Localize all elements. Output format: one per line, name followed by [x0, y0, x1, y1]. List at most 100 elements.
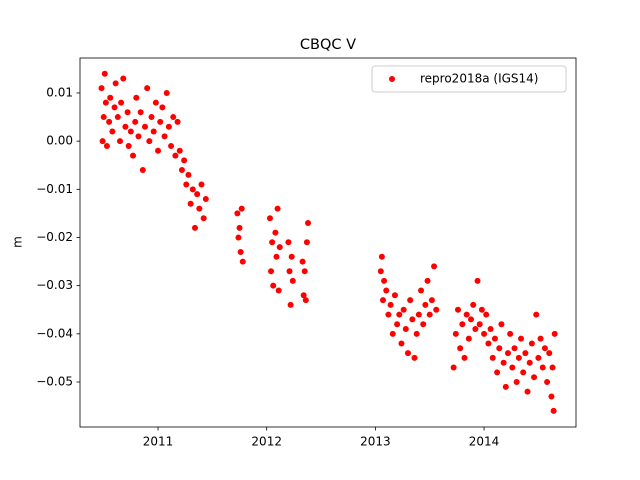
point: [549, 364, 556, 371]
point: [236, 224, 243, 231]
point: [239, 258, 246, 265]
point: [391, 292, 398, 299]
point: [187, 200, 194, 207]
point: [141, 123, 148, 130]
point: [426, 311, 433, 318]
x-tick-label: 2013: [360, 435, 391, 449]
point: [387, 301, 394, 308]
point: [152, 99, 159, 106]
point: [276, 244, 283, 251]
legend-marker: [389, 76, 395, 82]
point: [135, 133, 142, 140]
point: [398, 340, 405, 347]
point: [302, 297, 309, 304]
point: [178, 167, 185, 174]
point: [118, 99, 125, 106]
point: [383, 287, 390, 294]
point: [431, 263, 438, 270]
point: [194, 191, 201, 198]
point: [234, 210, 241, 217]
point: [155, 147, 162, 154]
point: [533, 311, 540, 318]
point: [396, 311, 403, 318]
point: [287, 301, 294, 308]
point: [418, 287, 425, 294]
point: [157, 118, 164, 125]
point: [474, 277, 481, 284]
point: [198, 181, 205, 188]
point: [116, 138, 123, 145]
point: [515, 354, 522, 361]
chart-title: CBQC V: [300, 37, 356, 53]
point: [130, 152, 137, 159]
y-tick-label: 0.01: [46, 85, 73, 99]
point: [459, 321, 466, 328]
point: [300, 292, 307, 299]
point: [139, 167, 146, 174]
point: [183, 181, 190, 188]
point: [269, 239, 276, 246]
point: [509, 364, 516, 371]
point: [98, 85, 105, 92]
point: [176, 147, 183, 154]
point: [127, 128, 134, 135]
point: [433, 306, 440, 313]
point: [470, 301, 477, 308]
point: [266, 215, 273, 222]
point: [491, 335, 498, 342]
point: [107, 94, 114, 101]
point: [461, 354, 468, 361]
point: [235, 234, 242, 241]
point: [526, 359, 533, 366]
point: [546, 350, 553, 357]
point: [100, 114, 107, 121]
point: [483, 311, 490, 318]
point: [185, 171, 192, 178]
point: [109, 128, 116, 135]
point: [163, 89, 170, 96]
point: [165, 123, 172, 130]
point: [377, 268, 384, 275]
point: [270, 282, 277, 289]
point: [161, 133, 168, 140]
point: [535, 354, 542, 361]
point: [288, 253, 295, 260]
plot-frame: [79, 57, 577, 428]
point: [273, 253, 280, 260]
point: [114, 114, 121, 121]
point: [531, 374, 538, 381]
point: [102, 99, 109, 106]
point: [301, 268, 308, 275]
point: [200, 215, 207, 222]
point: [286, 268, 293, 275]
point: [181, 157, 188, 164]
point: [385, 311, 392, 318]
point: [191, 224, 198, 231]
point: [174, 118, 181, 125]
point: [454, 306, 461, 313]
y-tick-label: −0.04: [36, 326, 73, 340]
point: [524, 388, 531, 395]
y-tick-label: −0.05: [36, 375, 73, 389]
point: [125, 142, 132, 149]
point: [170, 114, 177, 121]
point: [428, 297, 435, 304]
point: [144, 85, 151, 92]
point: [148, 114, 155, 121]
point: [481, 330, 488, 337]
point: [150, 128, 157, 135]
point: [489, 354, 496, 361]
point: [189, 186, 196, 193]
point: [502, 383, 509, 390]
point: [238, 205, 245, 212]
point: [485, 340, 492, 347]
point: [528, 340, 535, 347]
point: [500, 359, 507, 366]
y-tick-label: 0.00: [46, 134, 73, 148]
point: [101, 70, 108, 77]
point: [465, 335, 472, 342]
point: [548, 393, 555, 400]
point: [237, 248, 244, 255]
point: [305, 220, 312, 227]
